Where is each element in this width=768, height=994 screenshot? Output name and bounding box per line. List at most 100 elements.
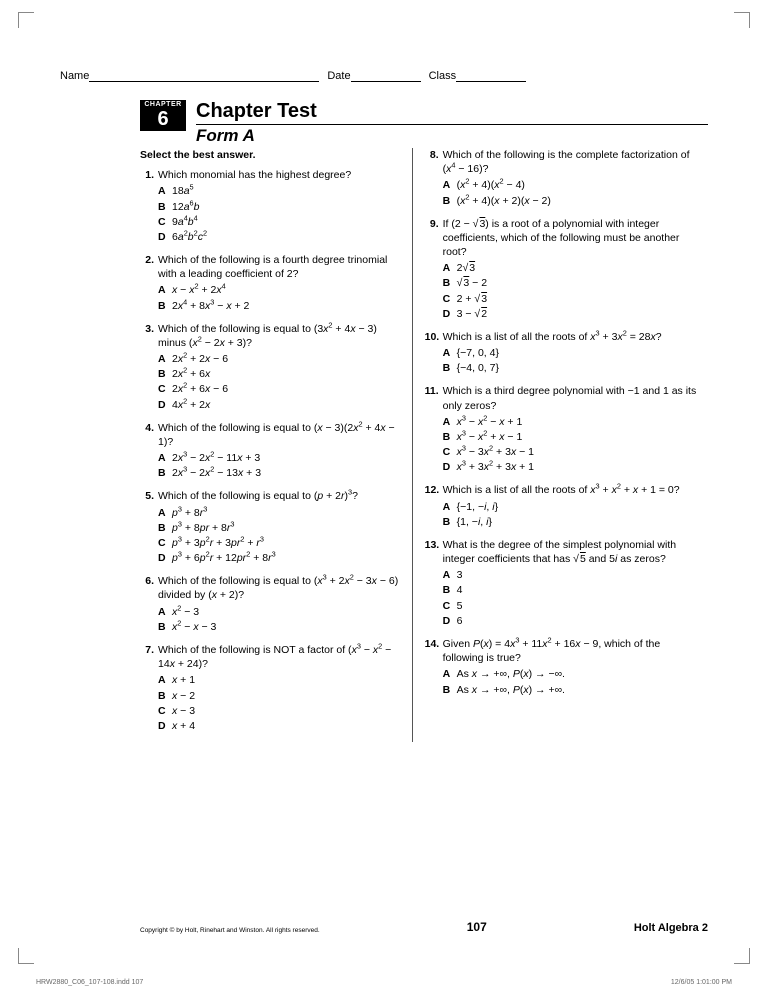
option-value: x − 2 — [172, 689, 402, 703]
answer-option[interactable]: C5 — [443, 599, 698, 613]
option-value: x3 − x2 + x − 1 — [457, 430, 698, 444]
print-footer: HRW2880_C06_107-108.indd 107 12/6/05 1:0… — [36, 979, 732, 986]
answer-option[interactable]: Cx3 − 3x2 + 3x − 1 — [443, 445, 698, 459]
option-value: x3 − x2 − x + 1 — [457, 415, 698, 429]
page-subtitle: Form A — [196, 124, 708, 146]
option-value: {1, −i, i} — [457, 515, 698, 529]
answer-option[interactable]: Bx2 − x − 3 — [158, 620, 402, 634]
answer-option[interactable]: A(x2 + 4)(x2 − 4) — [443, 178, 698, 192]
question: 11.Which is a third degree polynomial wi… — [425, 384, 698, 475]
answer-option[interactable]: B√3 − 2 — [443, 276, 698, 290]
answer-option[interactable]: A{−1, −i, i} — [443, 500, 698, 514]
option-letter: B — [443, 430, 457, 444]
answer-option[interactable]: A2√3 — [443, 261, 698, 275]
option-value: 2x4 + 8x3 − x + 2 — [172, 299, 402, 313]
name-blank[interactable] — [89, 70, 319, 82]
question-prompt: Which of the following is equal to (3x2 … — [158, 322, 402, 350]
answer-option[interactable]: B4 — [443, 583, 698, 597]
option-value: p3 + 8r3 — [172, 506, 402, 520]
option-letter: A — [443, 568, 457, 582]
date-blank[interactable] — [351, 70, 421, 82]
answer-option[interactable]: D6 — [443, 614, 698, 628]
option-letter: D — [443, 614, 457, 628]
option-letter: C — [158, 704, 172, 718]
question: 4.Which of the following is equal to (x … — [140, 421, 402, 482]
answer-option[interactable]: B2x4 + 8x3 − x + 2 — [158, 299, 402, 313]
answer-option[interactable]: A18a5 — [158, 184, 402, 198]
question-number: 4. — [140, 421, 158, 482]
option-value: x3 + 3x2 + 3x + 1 — [457, 460, 698, 474]
answer-option[interactable]: B2x3 − 2x2 − 13x + 3 — [158, 466, 402, 480]
answer-option[interactable]: Bx3 − x2 + x − 1 — [443, 430, 698, 444]
answer-option[interactable]: Ax + 1 — [158, 673, 402, 687]
question-prompt: Which of the following is the complete f… — [443, 148, 698, 176]
option-value: (x2 + 4)(x + 2)(x − 2) — [457, 194, 698, 208]
answer-option[interactable]: Cp3 + 3p2r + 3pr2 + r3 — [158, 536, 402, 550]
answer-option[interactable]: A{−7, 0, 4} — [443, 346, 698, 360]
option-value: 5 — [457, 599, 698, 613]
answer-option[interactable]: D4x2 + 2x — [158, 398, 402, 412]
option-letter: B — [158, 689, 172, 703]
answer-option[interactable]: C2x2 + 6x − 6 — [158, 382, 402, 396]
option-letter: B — [443, 515, 457, 529]
option-letter: A — [443, 500, 457, 514]
answer-option[interactable]: Ap3 + 8r3 — [158, 506, 402, 520]
answer-option[interactable]: Ax3 − x2 − x + 1 — [443, 415, 698, 429]
answer-option[interactable]: C9a4b4 — [158, 215, 402, 229]
answer-option[interactable]: C2 + √3 — [443, 292, 698, 306]
option-letter: B — [158, 299, 172, 313]
answer-option[interactable]: D3 − √2 — [443, 307, 698, 321]
answer-option[interactable]: Dx3 + 3x2 + 3x + 1 — [443, 460, 698, 474]
class-blank[interactable] — [456, 70, 526, 82]
option-value: x − 3 — [172, 704, 402, 718]
question-prompt: Which of the following is equal to (x3 +… — [158, 574, 402, 602]
option-letter: A — [443, 346, 457, 360]
option-letter: A — [158, 605, 172, 619]
question-number: 9. — [425, 217, 443, 322]
answer-option[interactable]: B(x2 + 4)(x + 2)(x − 2) — [443, 194, 698, 208]
answer-option[interactable]: A2x3 − 2x2 − 11x + 3 — [158, 451, 402, 465]
answer-option[interactable]: Cx − 3 — [158, 704, 402, 718]
question-number: 10. — [425, 330, 443, 377]
option-letter: B — [158, 620, 172, 634]
question-number: 6. — [140, 574, 158, 635]
answer-option[interactable]: A3 — [443, 568, 698, 582]
option-value: 18a5 — [172, 184, 402, 198]
question: 9.If (2 − √3) is a root of a polynomial … — [425, 217, 698, 322]
instruction: Select the best answer. — [140, 148, 402, 162]
question-number: 2. — [140, 253, 158, 314]
left-column: Select the best answer. 1.Which monomial… — [140, 148, 413, 742]
answer-option[interactable]: B{1, −i, i} — [443, 515, 698, 529]
option-value: 2 + √3 — [457, 292, 698, 306]
answer-option[interactable]: A2x2 + 2x − 6 — [158, 352, 402, 366]
answer-option[interactable]: Bp3 + 8pr + 8r3 — [158, 521, 402, 535]
question: 10.Which is a list of all the roots of x… — [425, 330, 698, 377]
answer-option[interactable]: B12a6b — [158, 200, 402, 214]
option-value: 2x2 + 6x — [172, 367, 402, 381]
option-value: 9a4b4 — [172, 215, 402, 229]
option-value: √3 − 2 — [457, 276, 698, 290]
option-value: As x → +∞, P(x) → +∞. — [457, 683, 698, 697]
question-prompt: Which monomial has the highest degree? — [158, 168, 402, 182]
question: 3.Which of the following is equal to (3x… — [140, 322, 402, 413]
answer-option[interactable]: Bx − 2 — [158, 689, 402, 703]
answer-option[interactable]: Dp3 + 6p2r + 12pr2 + 8r3 — [158, 551, 402, 565]
question-number: 11. — [425, 384, 443, 475]
option-value: 6 — [457, 614, 698, 628]
answer-option[interactable]: D6a2b2c2 — [158, 230, 402, 244]
answer-option[interactable]: BAs x → +∞, P(x) → +∞. — [443, 683, 698, 697]
book-title: Holt Algebra 2 — [634, 922, 708, 934]
answer-option[interactable]: Ax − x2 + 2x4 — [158, 283, 402, 297]
question: 5.Which of the following is equal to (p … — [140, 489, 402, 566]
name-label: Name — [60, 70, 89, 82]
answer-option[interactable]: Ax2 − 3 — [158, 605, 402, 619]
answer-option[interactable]: B{−4, 0, 7} — [443, 361, 698, 375]
answer-option[interactable]: AAs x → +∞, P(x) → −∞. — [443, 667, 698, 681]
answer-option[interactable]: Dx + 4 — [158, 719, 402, 733]
option-value: {−4, 0, 7} — [457, 361, 698, 375]
question: 2.Which of the following is a fourth deg… — [140, 253, 402, 314]
question-number: 14. — [425, 637, 443, 698]
right-column: 8.Which of the following is the complete… — [425, 148, 698, 742]
answer-option[interactable]: B2x2 + 6x — [158, 367, 402, 381]
copyright-text: Copyright © by Holt, Rinehart and Winsto… — [140, 927, 320, 934]
